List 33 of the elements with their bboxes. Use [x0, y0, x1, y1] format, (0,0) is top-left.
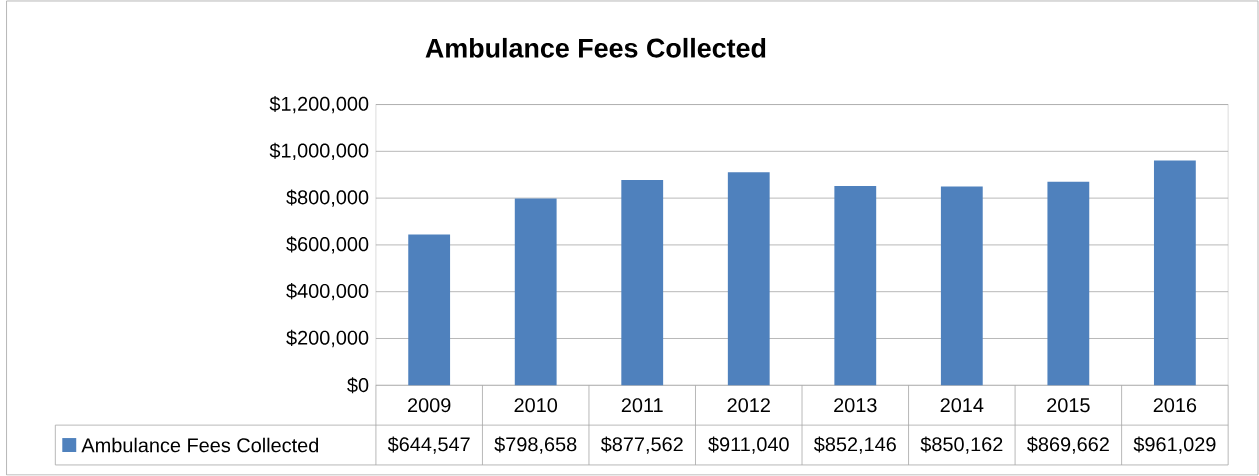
y-tick-label: $600,000	[286, 236, 369, 254]
x-tick-label: 2016	[1153, 398, 1197, 413]
x-tick-label: 2014	[940, 398, 984, 413]
x-tick-label: 2011	[621, 398, 663, 413]
y-tick-label: $200,000	[286, 329, 369, 348]
x-tick-label: 2015	[1047, 398, 1090, 413]
bar	[621, 180, 664, 386]
y-tick-label: $800,000	[286, 189, 369, 207]
y-tick-label: $400,000	[286, 283, 369, 301]
x-tick-label: 2012	[727, 398, 770, 413]
data-label: $852,146	[813, 436, 896, 454]
bar	[727, 172, 770, 386]
data-label: $798,658	[494, 436, 577, 454]
bar	[940, 186, 983, 386]
bar	[1153, 160, 1196, 386]
bar	[834, 185, 877, 386]
chart-title: Ambulance Fees Collected	[425, 37, 766, 58]
data-label: $850,162	[920, 436, 1003, 454]
x-tick-label: 2013	[834, 398, 877, 413]
data-label: $644,547	[387, 436, 470, 454]
y-tick-label: $1,000,000	[269, 142, 369, 161]
data-label: $911,040	[708, 436, 789, 454]
data-label: $961,029	[1133, 436, 1216, 454]
legend-label: Ambulance Fees Collected	[81, 437, 319, 453]
data-label: $877,562	[600, 436, 683, 454]
data-label: $869,662	[1027, 436, 1109, 454]
bar	[408, 234, 451, 386]
x-tick-label: 2009	[408, 398, 451, 413]
y-tick-label: $1,200,000	[269, 95, 369, 114]
y-tick-label: $0	[347, 377, 369, 394]
x-tick-label: 2010	[514, 398, 558, 413]
bar	[1047, 181, 1090, 386]
bar	[514, 198, 557, 386]
